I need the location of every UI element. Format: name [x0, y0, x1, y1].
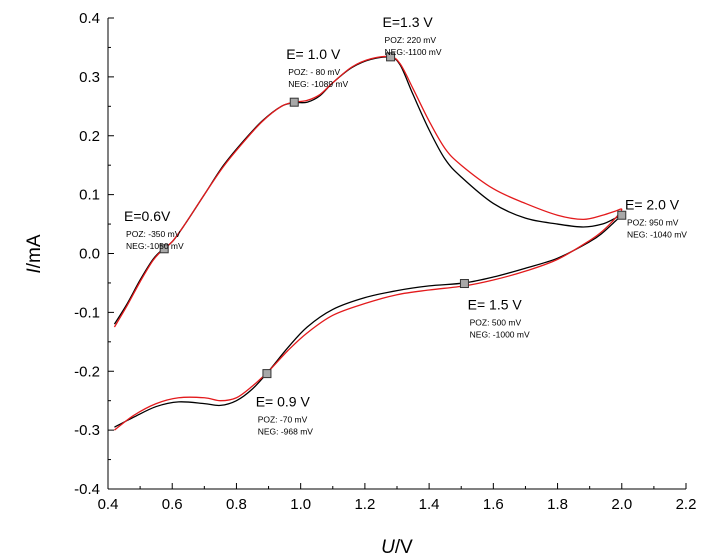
x-tick-label: 0.8: [226, 496, 247, 513]
x-tick-label: 1.8: [547, 496, 568, 513]
x-tick-label: 1.0: [290, 496, 311, 513]
potential-marker: [289, 97, 299, 107]
y-tick-label: 0.2: [79, 128, 100, 145]
annotation-neg: NEG: -1040 mV: [627, 229, 687, 239]
annotation-poz: POZ: 220 mV: [385, 35, 437, 45]
y-tick-label: 0.3: [79, 69, 100, 86]
annotation-poz: POZ: -70 mV: [258, 415, 308, 425]
x-tick-label: 1.6: [483, 496, 504, 513]
potential-marker: [262, 369, 272, 379]
annotation-neg: NEG: -1089 mV: [288, 79, 348, 89]
annotation-potential: E=1.3 V: [383, 14, 434, 30]
potential-annotation: E= 2.0 V POZ: 950 mV NEG: -1040 mV: [625, 196, 687, 239]
y-tick-label: -0.4: [74, 481, 100, 498]
potential-marker: [386, 52, 396, 62]
x-tick-label: 1.2: [354, 496, 375, 513]
y-tick-label: 0.4: [79, 10, 100, 27]
potential-annotation: E=1.3 V POZ: 220 mV NEG:-1100 mV: [383, 14, 442, 57]
annotation-potential: E= 0.9 V: [256, 394, 311, 410]
annotation-poz: POZ: 500 mV: [470, 317, 522, 327]
series-layer: [113, 55, 623, 431]
x-tick-label: 0.6: [162, 496, 183, 513]
annotation-neg: NEG:-1100 mV: [385, 47, 442, 57]
annotation-potential: E= 1.0 V: [286, 46, 341, 62]
y-tick-label: -0.1: [74, 304, 100, 321]
potential-marker: [617, 210, 627, 220]
potential-annotation: E= 1.0 V POZ: - 80 mV NEG: -1089 mV: [286, 46, 348, 89]
annotation-neg: NEG:-1050 mV: [126, 241, 184, 251]
potential-marker: [159, 244, 169, 254]
x-tick-label: 2.2: [676, 496, 697, 513]
potential-marker: [459, 279, 469, 289]
y-tick-label: 0.1: [79, 187, 100, 204]
y-tick-label: 0.0: [79, 246, 100, 263]
marker-layer: [159, 52, 627, 379]
annotation-potential: E= 2.0 V: [625, 196, 680, 212]
annotation-neg: NEG: -968 mV: [258, 427, 314, 437]
potential-annotation: E= 0.9 V POZ: -70 mV NEG: -968 mV: [256, 394, 314, 437]
potential-annotation: E= 1.5 V POZ: 500 mV NEG: -1000 mV: [468, 296, 530, 339]
x-tick-label: 0.4: [98, 496, 119, 513]
potential-annotation: E=0.6V POZ: -350 mV NEG:-1050 mV: [124, 208, 184, 251]
axes: 0.4 0.6 0.8 1.0 1.2 1.4 1.6 1.8 2.0 2.2 -0.4 -0.3 -0…: [74, 10, 696, 513]
annotation-layer: E=0.6V POZ: -350 mV NEG:-1050 mV E= 1.0 V PO…: [124, 14, 687, 437]
annotation-potential: E= 1.5 V: [468, 296, 523, 312]
series-line-2: [113, 55, 623, 431]
y-tick-label: -0.3: [74, 422, 100, 439]
series-line-1: [113, 56, 623, 428]
x-tick-label: 2.0: [611, 496, 632, 513]
annotation-potential: E=0.6V: [124, 208, 171, 224]
annotation-neg: NEG: -1000 mV: [470, 329, 530, 339]
y-tick-label: -0.2: [74, 363, 100, 380]
annotation-poz: POZ: -350 mV: [126, 229, 181, 239]
x-tick-label: 1.4: [419, 496, 440, 513]
annotation-poz: POZ: - 80 mV: [288, 67, 340, 77]
x-axis-title: U/V: [381, 537, 413, 558]
annotation-poz: POZ: 950 mV: [627, 217, 679, 227]
y-axis-title: I/mA: [24, 234, 45, 273]
